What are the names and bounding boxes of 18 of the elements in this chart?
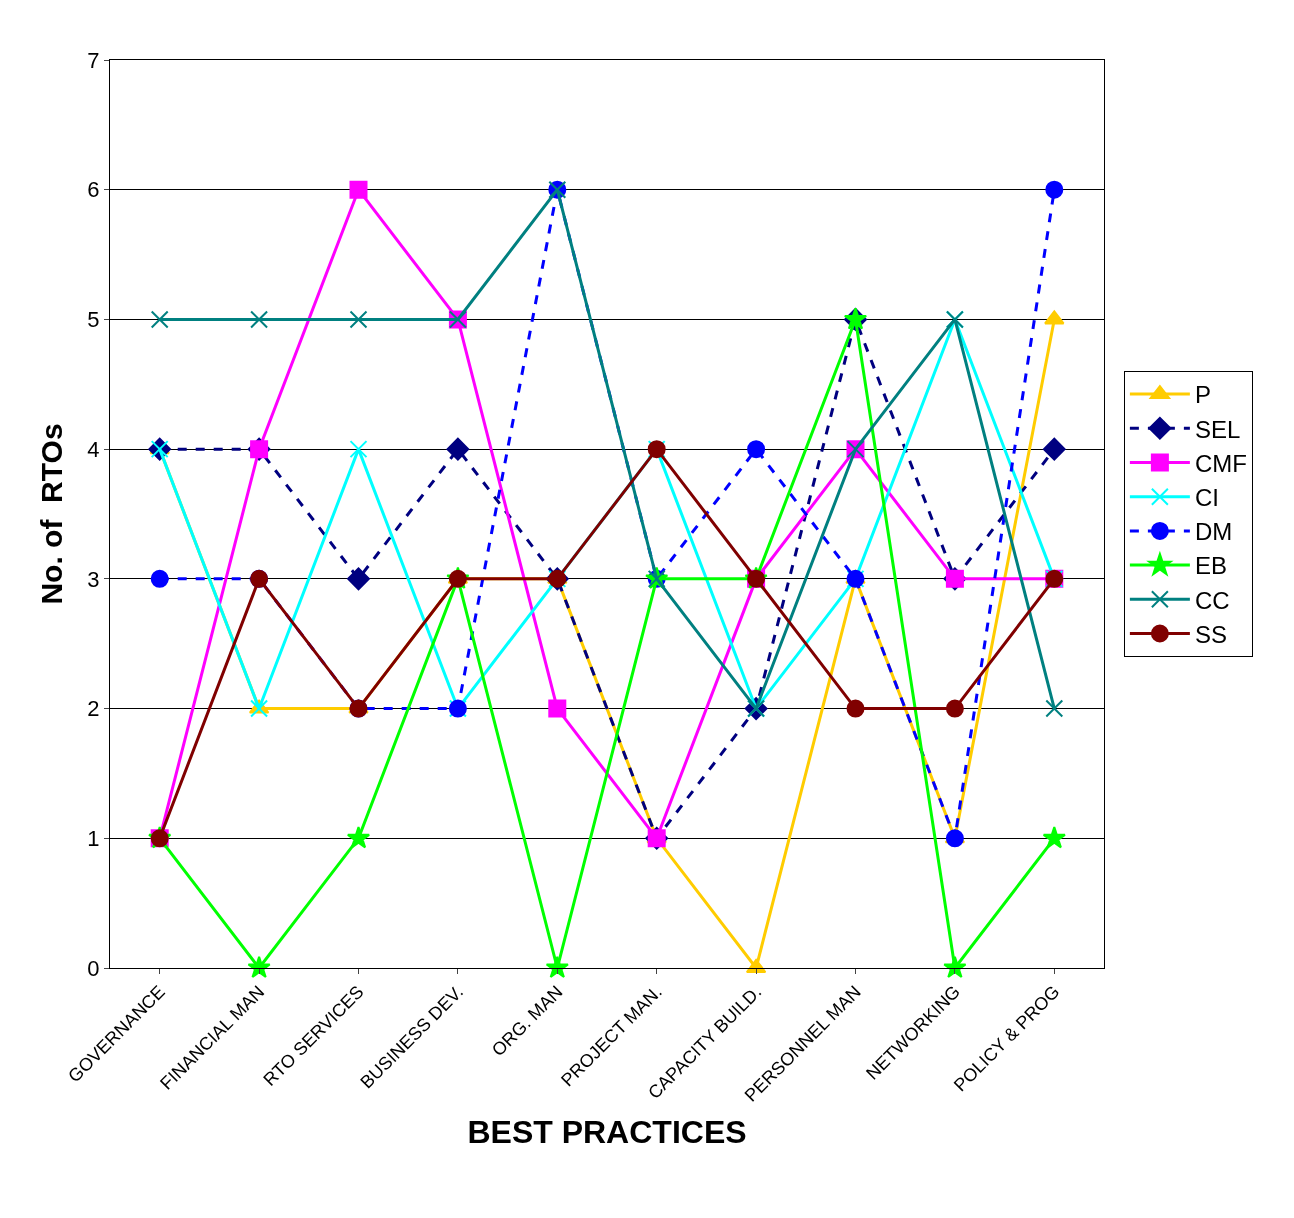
legend-label: SEL	[1194, 415, 1241, 443]
legend-label: CMF	[1194, 449, 1247, 477]
legend-label: CC	[1194, 586, 1230, 614]
y-tick-label: 1	[87, 825, 100, 851]
legend-label: SS	[1194, 620, 1227, 648]
y-tick-label: 6	[87, 177, 100, 203]
y-tick-label: 2	[87, 696, 100, 722]
legend-label: P	[1194, 381, 1211, 409]
legend-label: EB	[1194, 552, 1227, 580]
legend-label: DM	[1194, 518, 1233, 546]
legend-label: CI	[1194, 484, 1219, 512]
y-tick-label: 3	[87, 566, 100, 592]
y-axis-title: No. of RTOs	[35, 423, 69, 605]
y-tick-label: 4	[87, 436, 100, 462]
x-axis-title: BEST PRACTICES	[467, 1113, 747, 1150]
y-tick-label: 0	[87, 955, 100, 981]
y-tick-label: 7	[87, 47, 100, 73]
y-tick-label: 5	[87, 307, 100, 333]
